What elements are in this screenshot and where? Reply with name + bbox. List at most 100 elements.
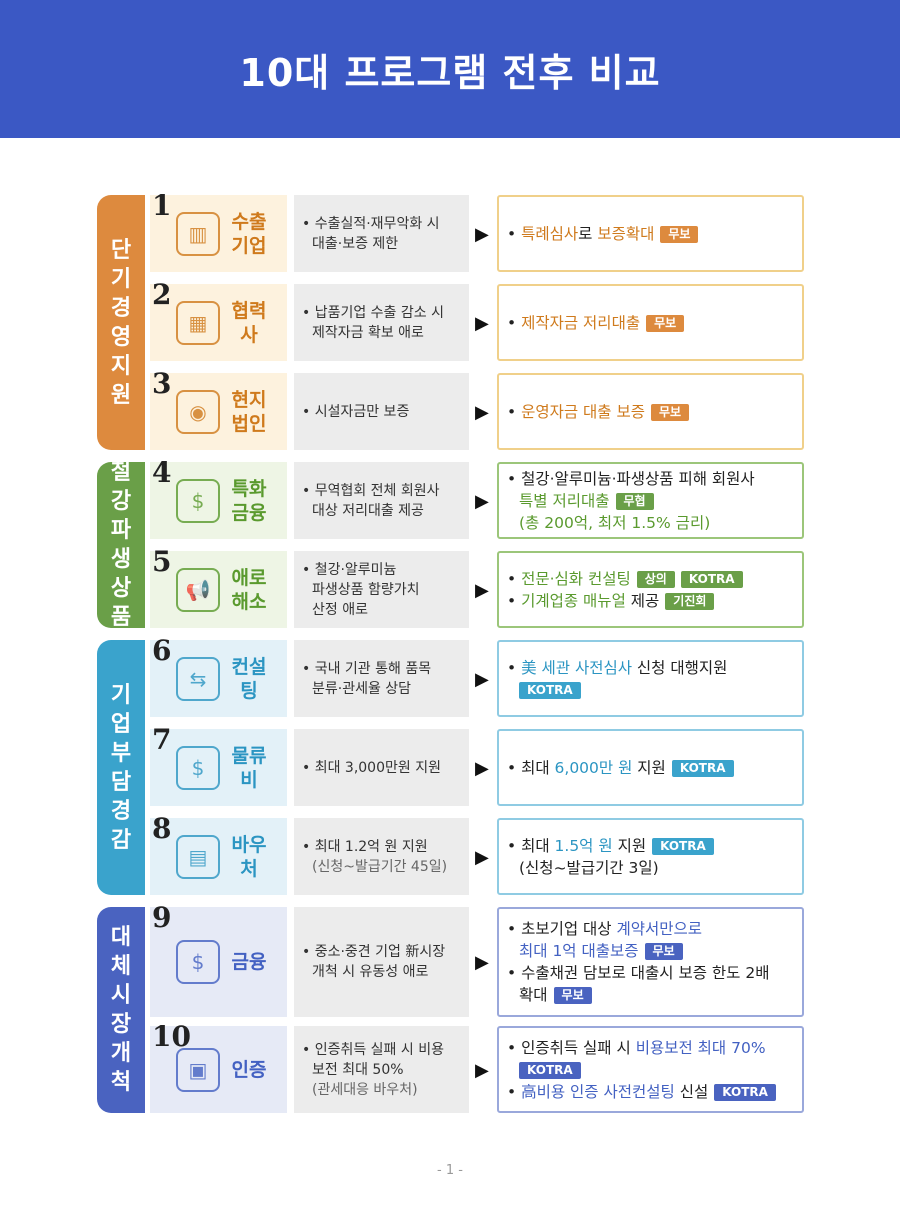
category-char: 상 — [110, 576, 132, 601]
bullet: • — [507, 964, 522, 982]
program-row: 4 $ 특화 금융 • 무역협회 전체 회원사 대상 저리대출 제공 ▶ • 철강·알루미늄·… — [150, 456, 805, 539]
after-text: 철강·알루미늄·파생상품 피해 회원사 — [521, 469, 755, 488]
before-text: • 인증취득 실패 시 비용 보전 최대 50% (관세대응 바우처) — [302, 1040, 444, 1100]
header-banner: 10대 프로그램 전후 비교 — [0, 0, 900, 138]
before-line: • 납품기업 수출 감소 시 — [302, 304, 444, 321]
program-row: 7 $ 물류비 • 최대 3,000만원 지원 ▶ • 최대 6,000만 원 지원 KOT… — [150, 723, 805, 806]
program-name-line: 해소 — [231, 590, 267, 613]
arrow-icon: ▶ — [475, 312, 489, 334]
before-line: • 시설자금만 보증 — [302, 403, 410, 420]
program-name: 컨설팅 — [223, 655, 275, 703]
before-text: • 최대 3,000만원 지원 — [302, 758, 441, 778]
program-label-cell: 4 $ 특화 금융 — [150, 456, 287, 539]
before-text: • 무역협회 전체 회원사 대상 저리대출 제공 — [302, 481, 440, 521]
agency-badge: 무보 — [660, 225, 699, 243]
bullet: • — [507, 1082, 522, 1101]
program-name-line: 금융 — [231, 951, 267, 973]
bullet: • — [507, 224, 522, 243]
after-line: 확대 무보 — [507, 984, 802, 1006]
agency-badge: KOTRA — [519, 1061, 581, 1079]
after-text: 신청 대행지원 — [632, 658, 728, 677]
agency-badge: KOTRA — [671, 759, 734, 777]
after-line: 최대 1억 대출보증 무보 — [507, 940, 802, 962]
before-cell: • 무역협회 전체 회원사 대상 저리대출 제공 — [294, 462, 469, 539]
highlight-text: 전문·심화 컨설팅 — [521, 569, 631, 588]
highlight-text: (총 200억, 최저 1.5% 금리) — [519, 513, 711, 532]
category-char: 지 — [110, 353, 132, 379]
after-line: KOTRA — [507, 679, 802, 701]
category-char: 대 — [110, 925, 132, 950]
program-name-line: 현지 — [231, 388, 267, 411]
program-name: 바우처 — [223, 833, 275, 881]
agency-badge: 무보 — [644, 943, 683, 960]
category-char: 품 — [110, 605, 132, 630]
category-char: 경 — [110, 798, 132, 824]
category-char: 원 — [110, 382, 132, 408]
after-line: • 美 세관 사전심사 신청 대행지원 — [507, 657, 802, 679]
before-line: • 국내 기관 통해 품목 — [302, 660, 432, 677]
program-label-cell: 5 📢 애로 해소 — [150, 545, 287, 628]
after-cell: • 최대 1.5억 원 지원 KOTRA (신청~발급기간 3일) — [497, 818, 804, 895]
program-name-line: 컨설팅 — [231, 655, 267, 702]
after-line: KOTRA — [507, 1059, 802, 1081]
after-cell: • 철강·알루미늄·파생상품 피해 회원사 특별 저리대출 무협 (총 200억, 최… — [497, 462, 804, 539]
category-char: 영 — [110, 324, 132, 350]
arrow-icon: ▶ — [475, 952, 489, 973]
program-label-cell: 10 ▣ 인증 — [150, 1020, 287, 1113]
program-label-cell: 8 ▤ 바우처 — [150, 812, 287, 895]
category-char: 생 — [110, 547, 132, 572]
before-text: • 납품기업 수출 감소 시 제작자금 확보 애로 — [302, 303, 444, 343]
after-cell: • 인증취득 실패 시 비용보전 최대 70% KOTRA • 高비용 인증 사전컨… — [497, 1026, 804, 1113]
before-line: (신청~발급기간 45일) — [312, 858, 448, 875]
category-char: 담 — [110, 769, 132, 795]
before-line: 파생상품 함량가치 — [312, 581, 420, 598]
program-name-line: 인증 — [231, 1058, 267, 1081]
after-text: 로 — [578, 224, 598, 243]
after-line: (신청~발급기간 3일) — [507, 857, 802, 879]
before-cell: • 최대 1.2억 원 지원 (신청~발급기간 45일) — [294, 818, 469, 895]
program-row: 3 ◉ 현지 법인 • 시설자금만 보증 ▶ • 운영자금 대출 보증 무보 — [150, 367, 805, 450]
category-char: 척 — [110, 1070, 132, 1095]
arrow-icon: ▶ — [475, 490, 489, 512]
after-line: • 철강·알루미늄·파생상품 피해 회원사 — [507, 468, 802, 490]
program-number: 8 — [152, 812, 172, 845]
category-char: 감 — [110, 827, 132, 853]
program-name-line: 애로 — [231, 566, 267, 589]
after-cell: • 운영자금 대출 보증 무보 — [497, 373, 804, 450]
arrow-icon: ▶ — [475, 579, 489, 601]
cooperation-building-icon: ▦ — [176, 300, 220, 345]
finance-icon: $ — [176, 940, 220, 984]
before-line: 분류·관세율 상담 — [312, 680, 412, 697]
after-cell: • 최대 6,000만 원 지원 KOTRA — [497, 729, 804, 806]
after-line: • 전문·심화 컨설팅 상의 KOTRA — [507, 568, 802, 590]
before-text: • 철강·알루미늄 파생상품 함량가치 산정 애로 — [302, 560, 420, 620]
after-cell: • 특례심사로 보증확대 무보 — [497, 195, 804, 272]
program-number: 6 — [152, 634, 172, 667]
before-cell: • 수출실적·재무악화 시 대출·보증 제한 — [294, 195, 469, 272]
before-cell: • 납품기업 수출 감소 시 제작자금 확보 애로 — [294, 284, 469, 361]
program-name: 현지 법인 — [223, 388, 275, 436]
agency-badge: 상의 — [636, 570, 675, 588]
program-number: 5 — [152, 545, 172, 578]
after-line: • 운영자금 대출 보증 무보 — [507, 401, 802, 423]
category-char: 경 — [110, 295, 132, 321]
program-label-cell: 1 ▥ 수출 기업 — [150, 189, 287, 272]
program-number: 9 — [152, 901, 172, 934]
after-text: 인증취득 실패 시 — [521, 1038, 636, 1057]
before-cell: • 최대 3,000만원 지원 — [294, 729, 469, 806]
voucher-icon: ▤ — [176, 834, 220, 879]
highlight-text: 특례심사 — [521, 224, 579, 243]
after-line: • 高비용 인증 사전컨설팅 신설 KOTRA — [507, 1081, 802, 1103]
category-char: 업 — [110, 711, 132, 737]
highlight-text: 6,000만 원 — [554, 758, 633, 777]
program-number: 1 — [152, 189, 172, 222]
program-name: 물류비 — [223, 744, 275, 792]
before-line: • 인증취득 실패 시 비용 — [302, 1041, 444, 1058]
page-number: - 1 - — [437, 1163, 463, 1178]
program-name: 수출 기업 — [223, 210, 275, 258]
highlight-text: 운영자금 대출 보증 — [521, 402, 646, 421]
program-number: 4 — [152, 456, 172, 489]
money-bag-icon: $ — [176, 478, 220, 523]
